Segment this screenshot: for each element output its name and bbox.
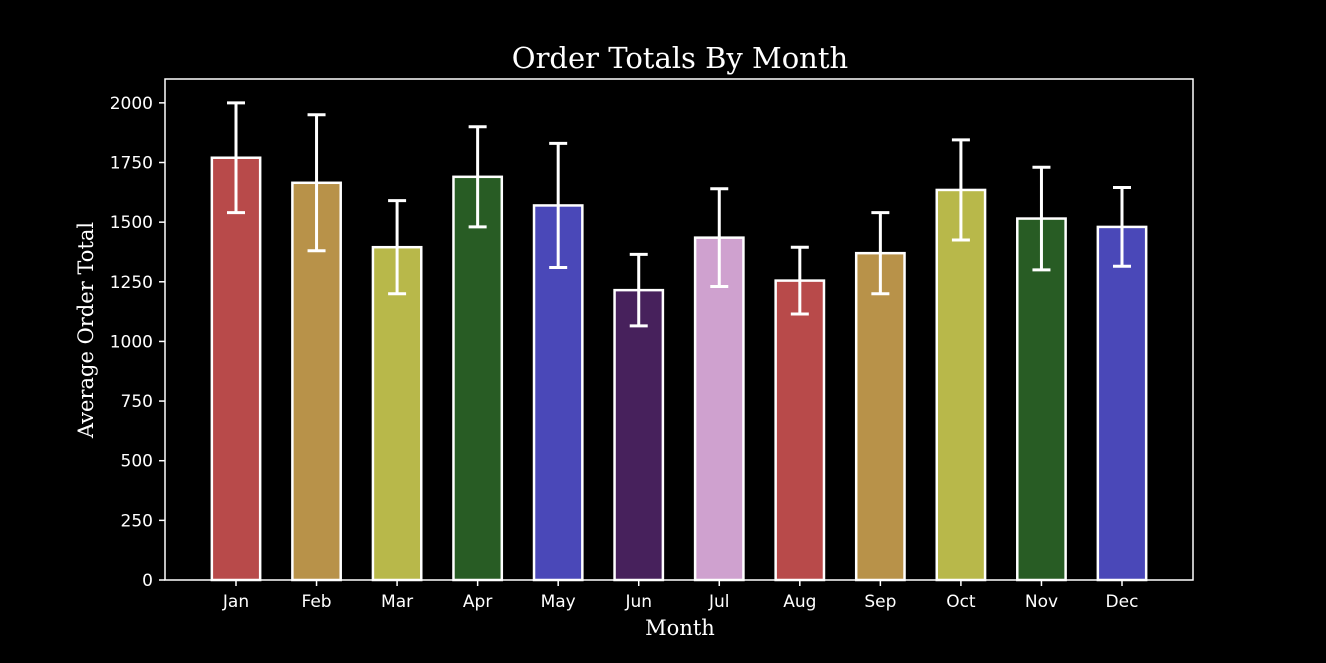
x-tick-label-sep: Sep bbox=[864, 592, 896, 612]
x-tick-label-mar: Mar bbox=[381, 592, 413, 612]
x-tick-label-dec: Dec bbox=[1106, 592, 1139, 612]
x-tick-label-nov: Nov bbox=[1025, 592, 1058, 612]
bar-jan bbox=[210, 156, 262, 582]
bar-apr bbox=[452, 175, 504, 582]
error-bars-group bbox=[227, 101, 1131, 328]
x-axis-ticks: Jan Feb Mar Apr May Jun Jul Aug Sep Oct Nov Dec bbox=[222, 580, 1139, 612]
y-tick-label-0: 0 bbox=[142, 571, 153, 591]
x-tick-label-may: May bbox=[541, 592, 576, 612]
bar-jun bbox=[613, 288, 665, 582]
x-tick-label-jan: Jan bbox=[222, 592, 249, 612]
plot-frame bbox=[164, 78, 1194, 581]
y-tick-label-2000: 2000 bbox=[110, 94, 153, 114]
y-tick-label-1000: 1000 bbox=[110, 332, 153, 352]
y-tick-label-1250: 1250 bbox=[110, 273, 153, 293]
bar-nov bbox=[1016, 217, 1067, 582]
x-tick-label-jun: Jun bbox=[624, 592, 652, 612]
x-axis-label: Month bbox=[645, 616, 715, 640]
y-axis-ticks: 0 250 500 750 1000 1250 1500 1750 2000 bbox=[110, 94, 165, 591]
y-tick-label-1500: 1500 bbox=[110, 213, 153, 233]
x-tick-label-jul: Jul bbox=[708, 592, 730, 612]
bar-oct bbox=[935, 188, 987, 582]
y-tick-label-1750: 1750 bbox=[110, 154, 153, 174]
bar-jul bbox=[693, 236, 745, 582]
bar-aug bbox=[774, 279, 826, 582]
x-tick-label-feb: Feb bbox=[301, 592, 331, 612]
y-tick-label-500: 500 bbox=[121, 452, 153, 472]
chart-title: Order Totals By Month bbox=[512, 41, 848, 75]
bar-mar bbox=[371, 245, 423, 582]
bar-dec bbox=[1096, 225, 1148, 582]
y-tick-label-250: 250 bbox=[121, 511, 153, 531]
bars-group bbox=[210, 156, 1148, 582]
y-tick-label-750: 750 bbox=[121, 392, 153, 412]
x-tick-label-oct: Oct bbox=[946, 592, 976, 612]
x-tick-label-aug: Aug bbox=[783, 592, 816, 612]
x-tick-label-apr: Apr bbox=[463, 592, 492, 612]
bar-sep bbox=[854, 251, 906, 582]
y-axis-label: Average Order Total bbox=[74, 222, 98, 440]
